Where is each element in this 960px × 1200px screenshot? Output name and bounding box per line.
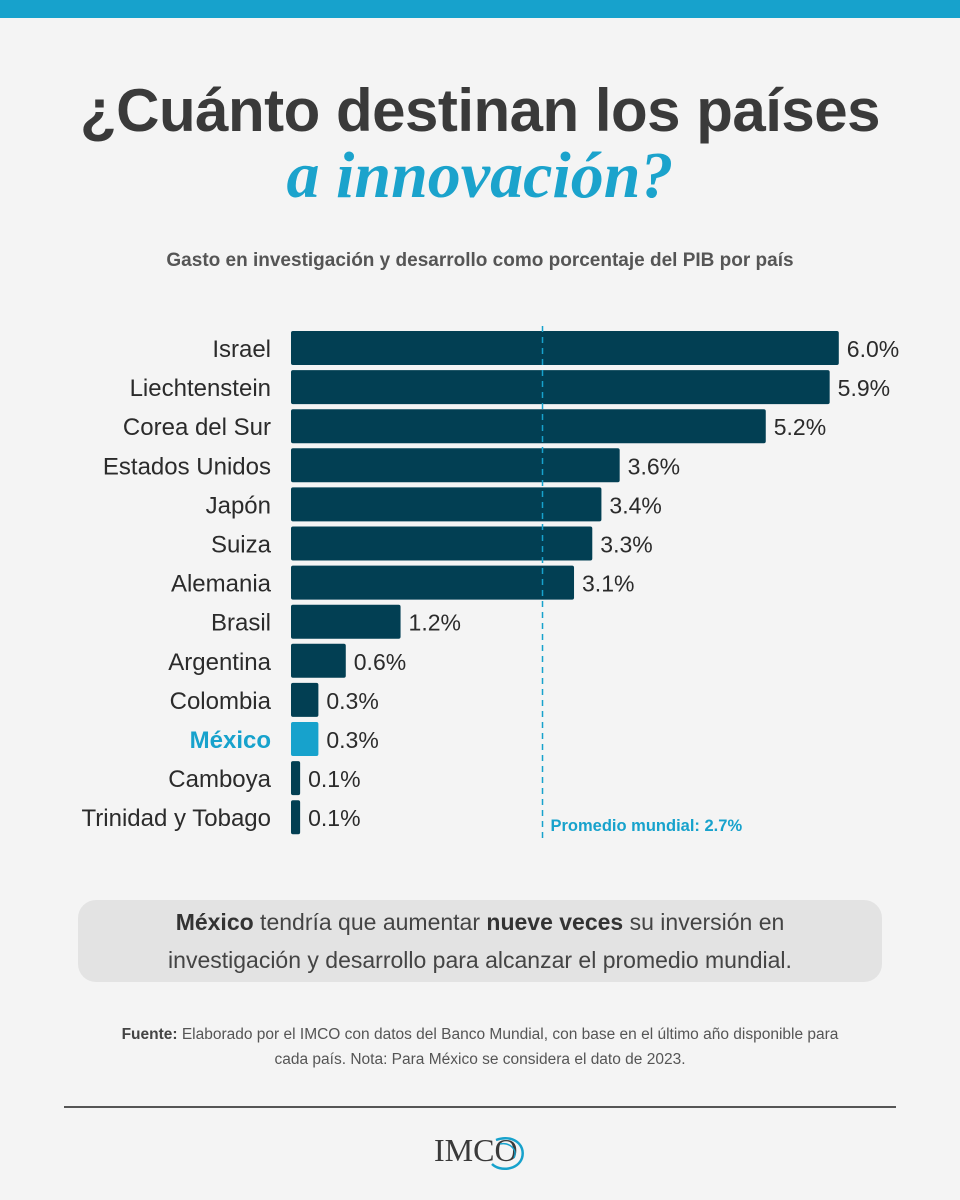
value-label: 0.1% (308, 805, 360, 831)
callout-bold-nine-times: nueve veces (486, 909, 624, 935)
bar-item (291, 682, 319, 717)
bar-highlight (291, 722, 319, 756)
source-label: Fuente: (121, 1026, 178, 1043)
category-label: Trinidad y Tobago (82, 805, 271, 832)
top-accent-bar (0, 0, 960, 18)
category-label: Japón (206, 492, 271, 519)
chart-subtitle: Gasto en investigación y desarrollo como… (166, 250, 794, 271)
bar-item (291, 526, 593, 561)
category-label: Alemania (171, 571, 272, 598)
source-text: Elaborado por el IMCO con datos del Banc… (177, 1026, 839, 1068)
value-label: 0.3% (326, 688, 378, 714)
value-label: 0.3% (326, 727, 378, 753)
callout-text: México tendría que aumentar nueve veces … (130, 903, 830, 979)
page-title: ¿Cuánto destinan los países (80, 77, 881, 144)
bar-item (291, 800, 301, 835)
category-label: Israel (212, 336, 271, 363)
value-label: 3.3% (600, 532, 652, 558)
page-title-highlight: a innovación? (286, 139, 674, 212)
bar-item (291, 448, 620, 483)
category-label: Suiza (211, 532, 272, 559)
imco-logo: IMCO (430, 1128, 530, 1178)
value-label: 3.6% (628, 453, 680, 479)
callout-box: México tendría que aumentar nueve veces … (78, 900, 882, 982)
value-label: 0.1% (308, 766, 360, 792)
value-label: 5.2% (774, 414, 826, 440)
average-reference-label: Promedio mundial: 2.7% (551, 817, 743, 835)
category-label: Estados Unidos (103, 453, 271, 480)
category-label: México (190, 727, 271, 754)
category-label: Argentina (168, 649, 271, 676)
imco-logo-swirl-icon (491, 1137, 524, 1171)
category-label: Camboya (168, 766, 271, 793)
bar-chart: Israel 6.0% Liechtenstein 5.9% Corea del Sur… (82, 326, 899, 838)
footer-divider (64, 1106, 896, 1108)
category-label: Colombia (170, 688, 272, 715)
category-label: Brasil (211, 610, 271, 637)
callout-bold-mexico: México (175, 909, 254, 935)
callout-text-1: tendría que aumentar (253, 909, 487, 935)
bar-item (291, 409, 766, 444)
bar-item (291, 643, 346, 678)
value-label: 5.9% (838, 375, 890, 401)
bar-item (291, 487, 602, 522)
source-note: Fuente: Elaborado por el IMCO con datos … (120, 1022, 840, 1072)
value-label: 3.1% (582, 571, 634, 597)
value-label: 1.2% (409, 610, 461, 636)
bar-item (291, 604, 401, 639)
bar-item (291, 565, 575, 600)
value-label: 0.6% (354, 649, 406, 675)
category-label: Liechtenstein (130, 375, 271, 402)
bar-item (291, 370, 830, 405)
callout-text-2: su inversión en investigación y desarrol… (168, 909, 792, 973)
bar-item (291, 331, 839, 365)
value-label: 3.4% (609, 492, 661, 518)
value-label: 6.0% (847, 336, 899, 362)
bar-item (291, 761, 301, 796)
category-label: Corea del Sur (123, 414, 271, 441)
